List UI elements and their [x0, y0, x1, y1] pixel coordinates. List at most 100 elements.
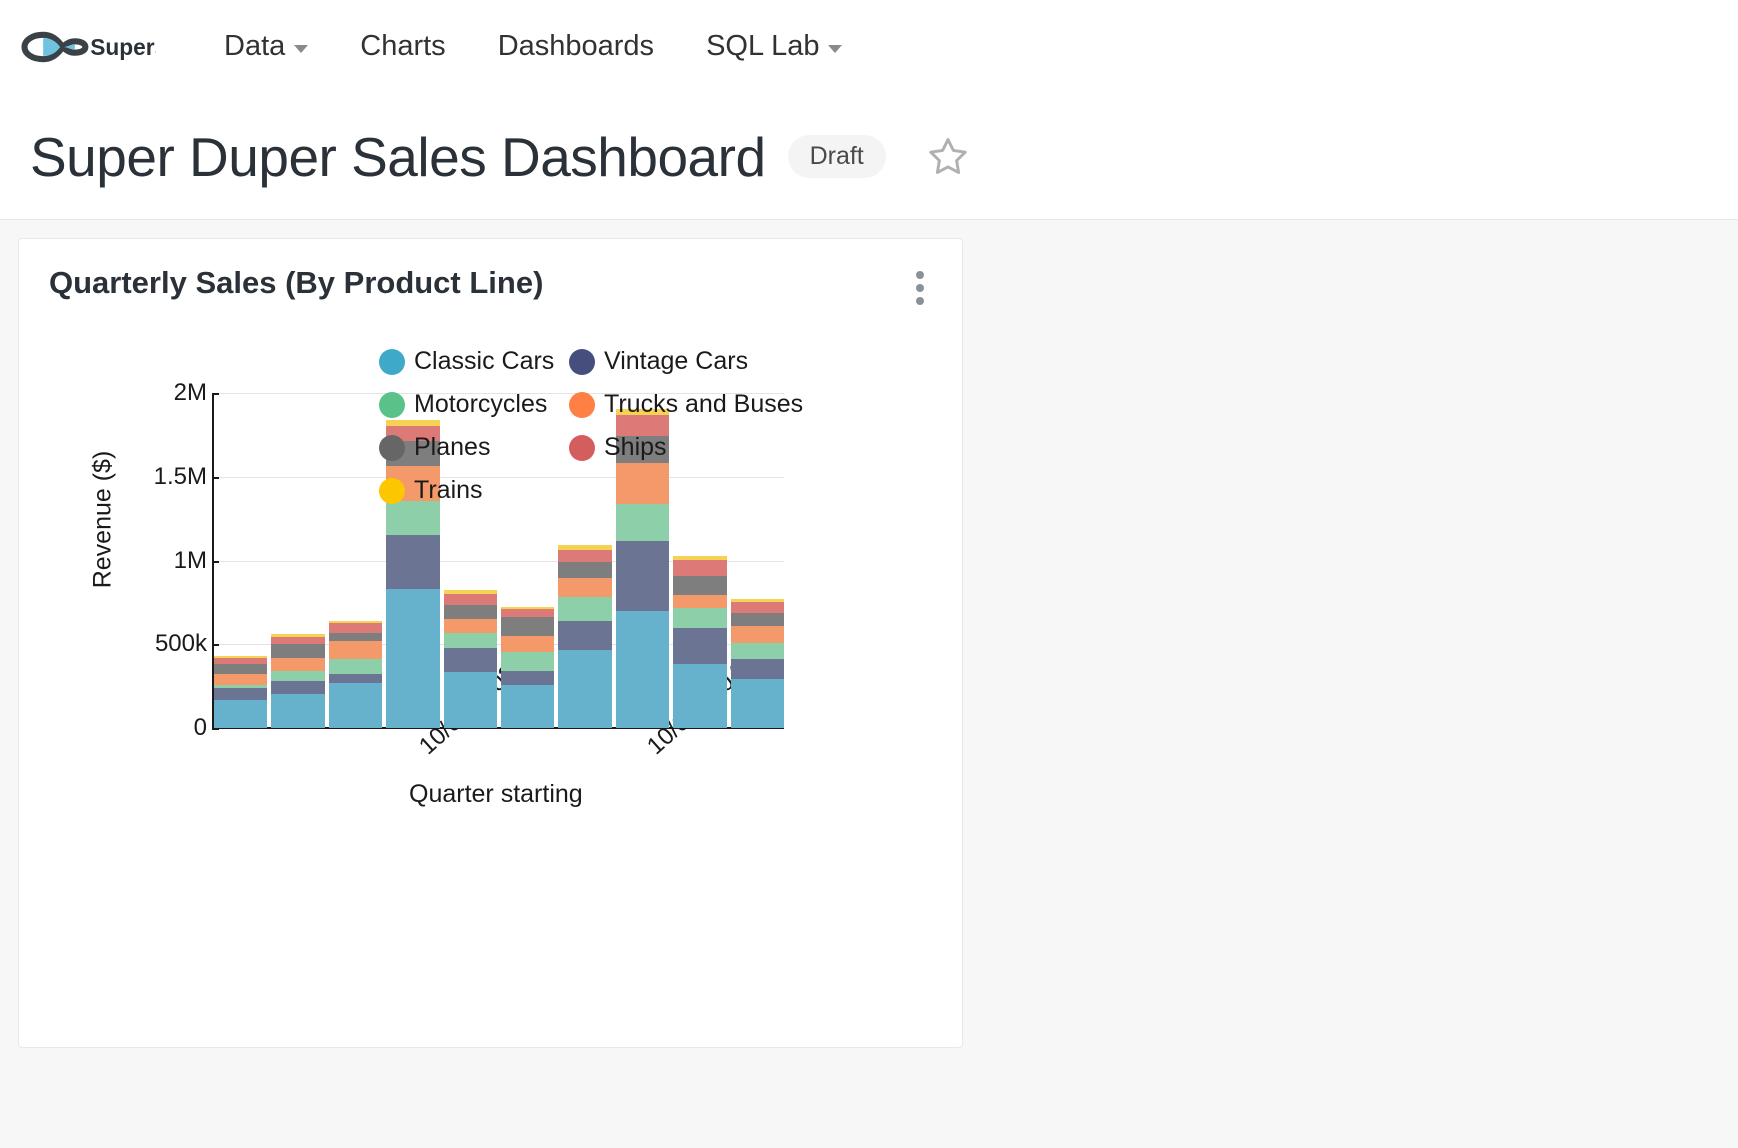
legend-entry-trains[interactable]: Trains [379, 476, 569, 505]
chart-legend: Classic Cars Vintage Cars Motorcycles Truck… [379, 347, 809, 505]
bar-segment [271, 671, 325, 682]
chart-title: Quarterly Sales (By Product Line) [49, 265, 544, 300]
bar-column[interactable] [673, 555, 727, 728]
bar-segment [443, 589, 498, 595]
bar-column[interactable] [443, 589, 498, 728]
bar-segment [730, 599, 785, 603]
y-tick-mark [212, 560, 219, 563]
legend-label: Trucks and Buses [604, 390, 804, 418]
bar-series-container [214, 393, 785, 728]
bar-segment [214, 700, 268, 728]
bar-segment [214, 657, 268, 665]
bar-column[interactable] [501, 606, 555, 728]
bar-segment [501, 651, 555, 672]
kebab-dot [916, 271, 924, 279]
gridline [214, 560, 784, 562]
y-tick-label: 2M [173, 379, 207, 406]
bar-segment [558, 545, 612, 550]
y-tick-mark [212, 476, 219, 479]
bar-column[interactable] [558, 545, 612, 728]
bar-chart: Classic Cars Vintage Cars Motorcycles Truck… [49, 315, 934, 1015]
bar-segment [673, 627, 727, 664]
y-tick-mark [212, 728, 219, 730]
bar-segment [328, 640, 383, 659]
bar-segment [615, 504, 670, 542]
bar-segment [271, 634, 325, 637]
gridline [214, 393, 784, 394]
infinity-logo-icon: Superset [21, 31, 156, 62]
bar-segment [443, 648, 498, 672]
nav-item-dashboards[interactable]: Dashboards [472, 30, 680, 63]
nav-item-data[interactable]: Data [198, 30, 334, 63]
bar-segment [271, 657, 325, 672]
nav-item-charts-label: Charts [360, 30, 446, 62]
bar-column[interactable] [615, 408, 670, 728]
gridline [214, 644, 784, 646]
top-navbar: Superset Data Charts Dashboards SQL Lab [0, 0, 1738, 94]
nav-item-sql-lab-label: SQL Lab [706, 30, 820, 62]
legend-swatch-icon [569, 391, 595, 418]
legend-swatch-icon [569, 434, 595, 461]
bar-segment [558, 650, 612, 728]
x-axis-line [212, 727, 784, 729]
favorite-star-button[interactable] [926, 135, 970, 179]
bar-segment [730, 658, 785, 679]
bar-segment [558, 620, 612, 651]
bar-segment [443, 619, 498, 634]
y-tick-label: 1M [173, 546, 207, 574]
dashboard-header: Super Duper Sales Dashboard Draft [0, 94, 1738, 220]
bar-segment [443, 594, 498, 605]
bar-segment [615, 435, 670, 464]
bar-column[interactable] [271, 634, 325, 728]
status-badge[interactable]: Draft [787, 135, 886, 178]
legend-entry-classic-cars[interactable]: Classic Cars [379, 347, 569, 376]
kebab-dot [916, 284, 924, 292]
y-tick-mark [212, 393, 219, 395]
bar-segment [673, 594, 727, 609]
legend-swatch-icon [379, 348, 405, 375]
nav-item-sql-lab[interactable]: SQL Lab [680, 30, 868, 63]
bar-segment [615, 463, 670, 505]
legend-entry-planes[interactable]: Planes [379, 433, 569, 462]
legend-entry-vintage-cars[interactable]: Vintage Cars [569, 347, 809, 376]
kebab-menu-icon[interactable] [908, 265, 932, 311]
bar-segment [328, 620, 383, 624]
bar-column[interactable] [730, 599, 785, 728]
bar-segment [214, 664, 268, 674]
legend-entry-motorcycles[interactable]: Motorcycles [379, 390, 569, 419]
nav-item-data-label: Data [224, 30, 286, 62]
bar-segment [443, 604, 498, 620]
navbar-menu: Data Charts Dashboards SQL Lab [198, 30, 868, 63]
chart-card-header: Quarterly Sales (By Product Line) [49, 265, 932, 311]
bar-segment [673, 559, 727, 576]
bar-segment [386, 535, 440, 589]
bar-segment [328, 623, 383, 633]
bar-segment [558, 562, 612, 579]
bar-segment [673, 575, 727, 595]
legend-entry-ships[interactable]: Ships [569, 433, 809, 462]
bar-segment [501, 671, 555, 686]
bar-segment [673, 555, 727, 560]
nav-item-charts[interactable]: Charts [334, 30, 471, 63]
superset-brand-link[interactable]: Superset [18, 19, 156, 75]
bar-segment [328, 658, 383, 674]
bar-column[interactable] [328, 620, 383, 728]
bar-segment [615, 610, 670, 728]
bar-segment [730, 602, 785, 614]
chevron-down-icon [828, 44, 843, 53]
chevron-down-icon [294, 44, 309, 53]
bar-column[interactable] [214, 655, 268, 728]
bar-column[interactable] [386, 419, 440, 728]
plot-gridlines [214, 393, 784, 728]
star-icon [929, 137, 967, 174]
legend-label: Vintage Cars [604, 347, 749, 375]
y-axis-tick-labels: 0 500k 1M 1.5M 2M [119, 379, 207, 741]
y-tick-label: 500k [154, 630, 207, 658]
legend-entry-trucks-and-buses[interactable]: Trucks and Buses [569, 390, 809, 419]
legend-label: Trains [414, 476, 483, 504]
chart-card: Quarterly Sales (By Product Line) Classi… [18, 238, 963, 1048]
y-axis-title: Revenue ($) [88, 450, 117, 589]
bar-segment [328, 682, 383, 728]
bar-segment [730, 642, 785, 659]
y-tick-mark [212, 644, 219, 647]
